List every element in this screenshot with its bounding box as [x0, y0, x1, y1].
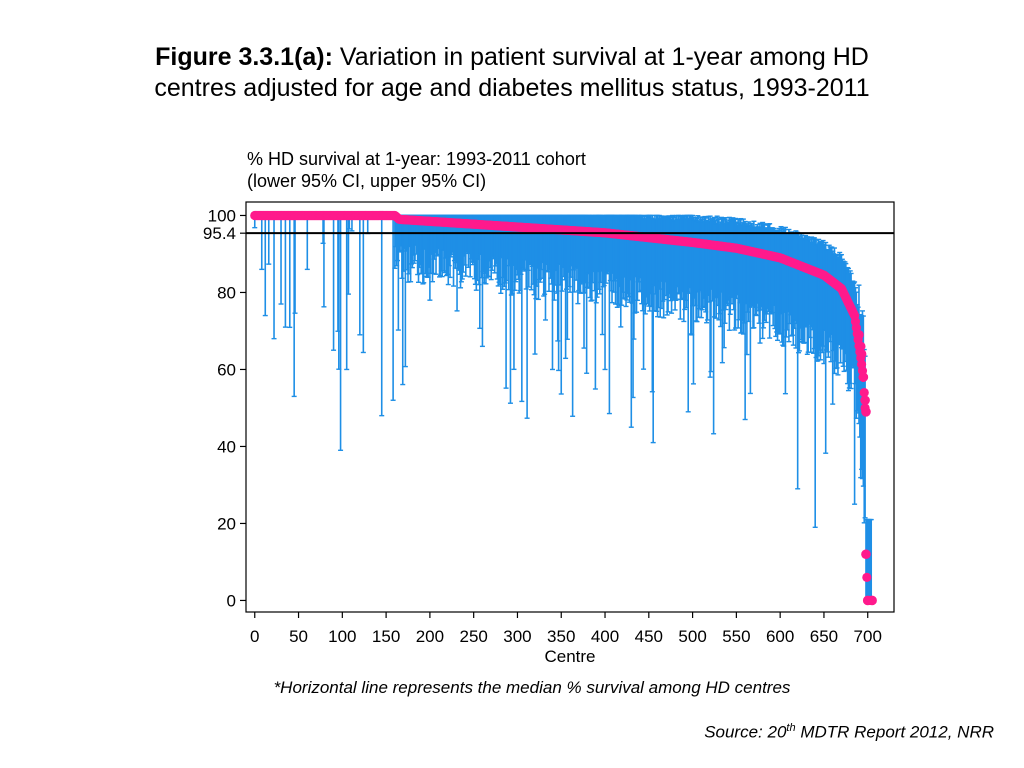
x-tick-label: 500 [678, 627, 706, 646]
estimate-points [250, 210, 877, 606]
x-tick-label: 600 [766, 627, 794, 646]
x-tick-label: 200 [416, 627, 444, 646]
x-tick-label: 0 [250, 627, 259, 646]
y-tick-label: 100 [208, 206, 236, 225]
figure-title-line2: centres adjusted for age and diabetes me… [154, 74, 870, 102]
y-tick-label: 0 [227, 591, 236, 610]
x-tick-label: 150 [372, 627, 400, 646]
footnote: *Horizontal line represents the median %… [273, 678, 791, 697]
estimate-point [859, 387, 869, 398]
median-line-label: 95.4 [203, 224, 236, 243]
y-tick-label: 60 [217, 360, 236, 379]
x-tick-label: 550 [722, 627, 750, 646]
x-tick-label: 50 [289, 627, 308, 646]
figure-label: Figure 3.3.1(a): [155, 43, 333, 71]
estimate-point [861, 549, 871, 560]
source-sup: th [786, 722, 796, 734]
source-note: Source: 20th MDTR Report 2012, NRR [704, 722, 994, 743]
ci-error-bars [252, 214, 874, 602]
x-tick-label: 400 [591, 627, 619, 646]
estimate-point [854, 330, 864, 340]
estimate-point [861, 407, 871, 417]
x-tick-label: 300 [503, 627, 531, 646]
source-prefix: Source: 20 [704, 722, 787, 742]
estimate-point [858, 372, 869, 382]
figure-title-line1: Variation in patient survival at 1-year … [339, 43, 869, 71]
source-suffix: MDTR Report 2012, NRR [795, 722, 994, 742]
x-tick-label: 450 [635, 627, 663, 646]
estimate-point [856, 349, 867, 359]
x-axis-label: Centre [544, 647, 595, 666]
x-tick-label: 350 [547, 627, 575, 646]
plot-frame [245, 201, 895, 613]
figure-title: Figure 3.3.1(a): Variation in patient su… [0, 42, 1024, 104]
y-tick-label: 20 [217, 514, 236, 533]
chart-title-line2: (lower 95% CI, upper 95% CI) [247, 171, 487, 191]
x-tick-label: 650 [810, 627, 838, 646]
chart-title: % HD survival at 1-year: 1993-2011 cohor… [247, 148, 586, 192]
x-tick-label: 100 [328, 627, 356, 646]
x-tick-label: 250 [459, 627, 487, 646]
x-tick-label: 700 [854, 627, 882, 646]
estimate-point [862, 572, 872, 582]
estimate-point [855, 341, 866, 352]
y-tick-label: 40 [217, 437, 236, 456]
estimate-point [867, 595, 877, 606]
estimate-point [860, 395, 870, 406]
y-tick-label: 80 [217, 283, 236, 302]
chart-title-line1: % HD survival at 1-year: 1993-2011 cohor… [247, 149, 586, 169]
